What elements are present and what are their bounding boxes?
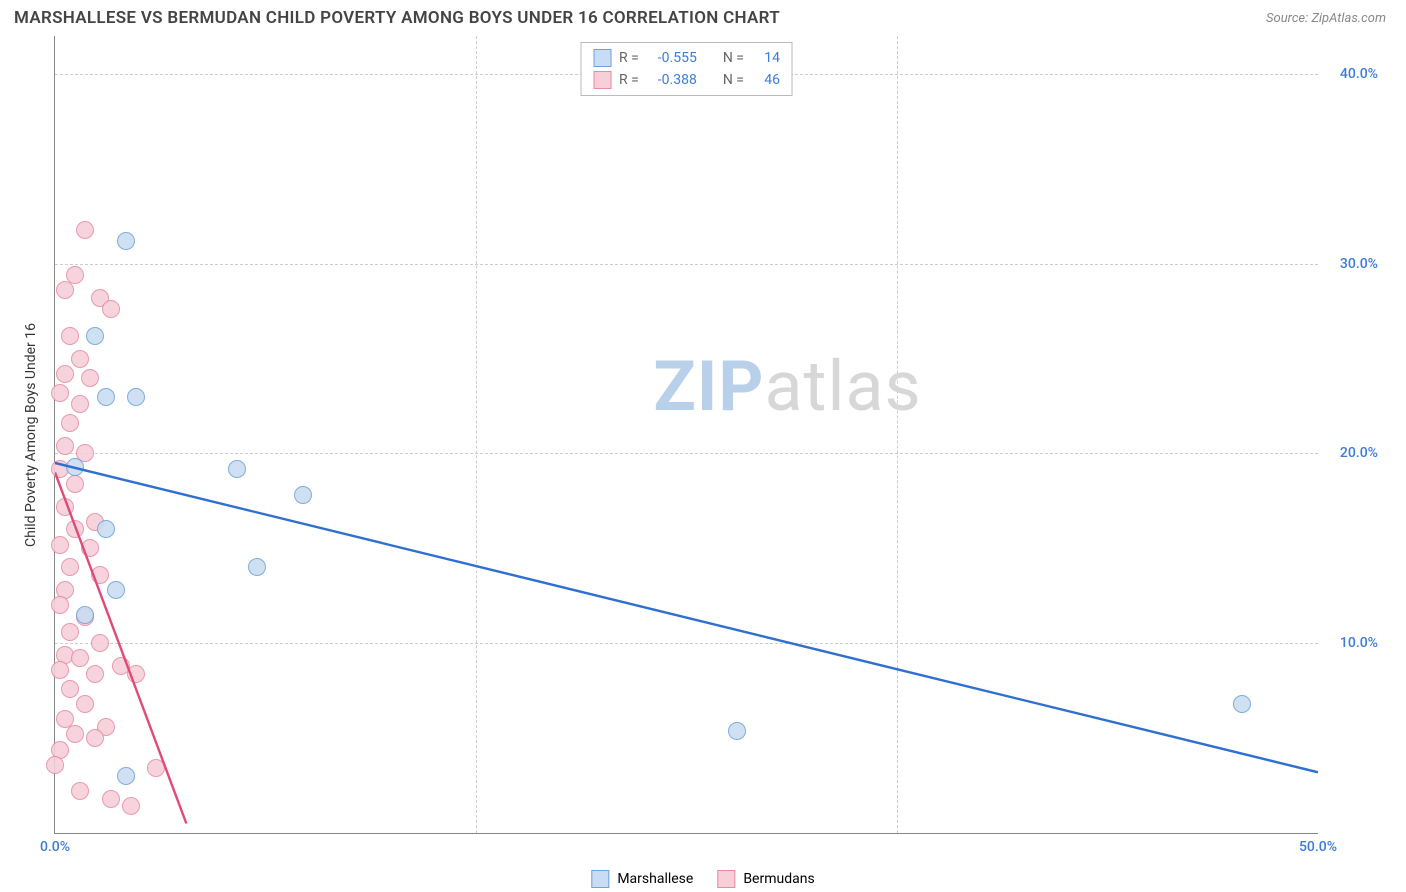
data-point [1233,695,1251,713]
data-point [91,634,109,652]
data-point [51,536,69,554]
stats-row: R = -0.555 N = 14 [593,47,780,69]
data-point [728,722,746,740]
data-point [76,606,94,624]
watermark-zip: ZIP [653,346,764,428]
data-point [56,498,74,516]
data-point [71,782,89,800]
stat-n-label: N = [723,47,744,69]
data-point [66,475,84,493]
series-legend: Marshallese Bermudans [591,870,814,888]
gridline-h [55,264,1318,265]
data-point [61,414,79,432]
y-tick-label: 30.0% [1326,256,1378,272]
data-point [81,539,99,557]
series-swatch [593,71,611,89]
data-point [228,460,246,478]
legend-item: Marshallese [591,870,693,888]
x-tick-origin: 0.0% [40,839,70,855]
data-point [91,566,109,584]
data-point [56,437,74,455]
data-point [102,300,120,318]
data-point [107,581,125,599]
data-point [61,623,79,641]
data-point [56,365,74,383]
chart-container: Child Poverty Among Boys Under 16 ZIPatl… [14,36,1386,850]
legend-swatch [717,870,735,888]
data-point [127,665,145,683]
data-point [66,458,84,476]
source-name: ZipAtlas.com [1311,11,1386,26]
y-tick-label: 20.0% [1326,445,1378,461]
data-point [71,395,89,413]
stat-r-value: -0.555 [647,47,697,69]
plot-area: Child Poverty Among Boys Under 16 ZIPatl… [54,36,1318,834]
legend-label: Bermudans [743,871,814,887]
legend-label: Marshallese [617,871,693,887]
data-point [51,596,69,614]
data-point [102,790,120,808]
stats-legend-box: R = -0.555 N = 14 R = -0.388 N = 46 [580,42,793,96]
data-point [71,350,89,368]
data-point [46,756,64,774]
chart-header: MARSHALLESE VS BERMUDAN CHILD POVERTY AM… [0,0,1406,32]
gridline-h [55,643,1318,644]
stat-n-value: 46 [752,69,780,91]
gridline-v [897,36,898,833]
gridline-v [476,36,477,833]
stat-r-value: -0.388 [647,69,697,91]
data-point [86,327,104,345]
stat-n-label: N = [723,69,744,91]
trend-lines-svg [55,36,1318,833]
y-tick-label: 40.0% [1326,66,1378,82]
data-point [81,369,99,387]
watermark-atlas: atlas [764,346,921,428]
data-point [86,665,104,683]
data-point [97,388,115,406]
data-point [51,384,69,402]
source-prefix: Source: [1266,11,1311,26]
data-point [51,661,69,679]
data-point [66,725,84,743]
data-point [97,520,115,538]
data-point [294,486,312,504]
data-point [117,232,135,250]
data-point [76,221,94,239]
data-point [248,558,266,576]
data-point [61,680,79,698]
legend-swatch [591,870,609,888]
watermark: ZIPatlas [653,346,921,428]
data-point [117,767,135,785]
legend-item: Bermudans [717,870,814,888]
chart-source: Source: ZipAtlas.com [1266,11,1386,26]
trend-line [55,463,1318,772]
data-point [56,281,74,299]
stats-row: R = -0.388 N = 46 [593,69,780,91]
data-point [66,520,84,538]
y-tick-label: 10.0% [1326,635,1378,651]
data-point [76,695,94,713]
y-axis-label: Child Poverty Among Boys Under 16 [23,323,39,547]
series-swatch [593,49,611,67]
x-tick-max: 50.0% [1299,839,1337,855]
stat-n-value: 14 [752,47,780,69]
data-point [61,558,79,576]
stat-r-label: R = [619,47,639,69]
chart-title: MARSHALLESE VS BERMUDAN CHILD POVERTY AM… [14,8,780,28]
data-point [122,797,140,815]
data-point [127,388,145,406]
data-point [61,327,79,345]
data-point [86,729,104,747]
data-point [71,649,89,667]
gridline-h [55,453,1318,454]
stat-r-label: R = [619,69,639,91]
data-point [147,759,165,777]
